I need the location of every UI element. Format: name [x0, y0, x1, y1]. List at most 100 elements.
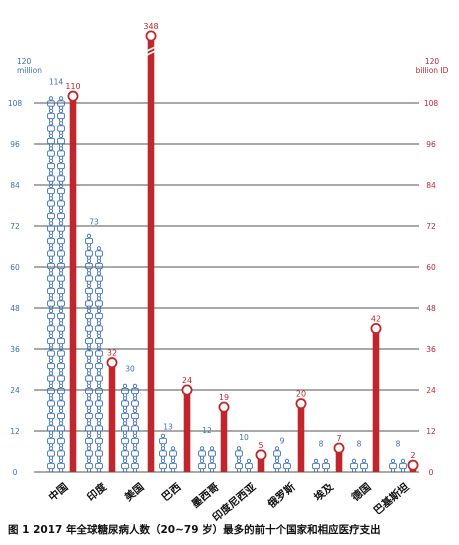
- person-icon: [85, 246, 93, 259]
- person-icon: [47, 233, 55, 247]
- person-icon: [85, 383, 93, 397]
- people-value-label: 30: [125, 365, 135, 374]
- person-icon: [47, 221, 55, 234]
- axis-break-mark: [144, 45, 158, 53]
- person-icon: [47, 446, 55, 459]
- category-label: 埃及: [311, 480, 336, 504]
- person-icon: [57, 346, 65, 359]
- spending-bar: [147, 36, 155, 472]
- person-icon: [131, 396, 139, 409]
- person-icon: [57, 121, 65, 134]
- spending-value-label: 24: [182, 376, 192, 385]
- people-value-label: 12: [202, 426, 212, 435]
- person-icon: [47, 296, 55, 309]
- people-value-label: 10: [239, 433, 249, 442]
- person-icon: [57, 171, 65, 184]
- person-icon: [95, 271, 103, 284]
- person-icon: [47, 333, 55, 347]
- spending-bar: [335, 448, 343, 472]
- person-icon: [57, 258, 65, 272]
- person-icon: [47, 258, 55, 272]
- people-value-label: 8: [357, 440, 362, 449]
- person-icon: [47, 158, 55, 172]
- person-icon: [131, 383, 139, 397]
- person-icon: [47, 121, 55, 134]
- person-icon: [47, 133, 55, 147]
- y-tick-label-right: 12: [426, 427, 436, 436]
- spending-value-label: 2: [410, 451, 415, 460]
- y-tick-label-left: 0: [13, 468, 18, 477]
- person-icon: [57, 183, 65, 197]
- person-icon: [47, 383, 55, 397]
- y-tick-label-right: 48: [426, 304, 436, 313]
- people-value-label: 114: [49, 78, 64, 87]
- person-icon: [57, 283, 65, 297]
- person-icon: [47, 283, 55, 297]
- person-icon: [57, 233, 65, 247]
- person-icon: [47, 421, 55, 434]
- person-icon: [47, 371, 55, 384]
- spending-pin-head: [67, 90, 79, 102]
- spending-bar: [183, 390, 191, 472]
- person-icon: [85, 433, 93, 447]
- person-icon: [95, 346, 103, 359]
- person-icon: [322, 458, 330, 472]
- spending-pin-head: [407, 459, 419, 471]
- person-icon: [85, 283, 93, 297]
- person-icon: [57, 421, 65, 434]
- person-icon: [57, 246, 65, 259]
- y-axis-label-right: 120 billion ID: [416, 57, 449, 75]
- y-tick-label-left: 72: [10, 222, 20, 231]
- category-label: 巴基斯坦: [371, 480, 412, 517]
- people-value-label: 8: [396, 440, 401, 449]
- y-tick-label-left: 60: [10, 263, 20, 272]
- person-icon: [159, 458, 167, 472]
- person-icon: [85, 408, 93, 422]
- person-icon: [85, 296, 93, 309]
- person-icon: [235, 446, 243, 459]
- person-icon: [85, 421, 93, 434]
- person-icon: [85, 346, 93, 359]
- spending-series: [67, 30, 419, 473]
- person-icon: [95, 371, 103, 384]
- category-label: 印度: [84, 480, 109, 504]
- y-tick-label-right: 108: [424, 99, 439, 108]
- person-icon: [57, 333, 65, 347]
- spending-value-label: 32: [107, 349, 117, 358]
- person-icon: [85, 233, 93, 247]
- person-icon: [57, 296, 65, 309]
- y-tick-label-right: 36: [426, 345, 436, 354]
- spending-pin-head: [218, 401, 230, 413]
- y-tick-label-left: 84: [10, 181, 20, 190]
- spending-bar: [257, 454, 265, 472]
- person-icon: [85, 271, 93, 284]
- spending-pin-head: [255, 449, 267, 461]
- person-icon: [57, 221, 65, 234]
- person-icon: [47, 433, 55, 447]
- person-icon: [47, 308, 55, 322]
- person-icon: [169, 458, 177, 472]
- person-icon: [283, 458, 291, 472]
- people-value-label: 73: [89, 218, 99, 227]
- category-label: 墨西哥: [190, 481, 222, 511]
- y-tick-label-right: 24: [426, 386, 436, 395]
- person-icon: [131, 446, 139, 459]
- y-tick-label-right: 96: [426, 140, 436, 149]
- person-icon: [121, 408, 129, 422]
- person-icon: [121, 383, 129, 397]
- person-icon: [95, 421, 103, 434]
- person-icon: [95, 296, 103, 309]
- person-icon: [95, 396, 103, 409]
- spending-value-label: 20: [296, 390, 306, 399]
- person-icon: [121, 433, 129, 447]
- figure-caption: 图 1 2017 年全球糖尿病人数（20~79 岁）最多的前十个国家和相应医疗支…: [8, 524, 381, 536]
- spending-bar: [297, 403, 305, 472]
- person-icon: [57, 146, 65, 159]
- person-icon: [47, 196, 55, 209]
- y-tick-label-left: 96: [10, 140, 20, 149]
- person-icon: [121, 421, 129, 434]
- y-tick-label-left: 24: [10, 386, 20, 395]
- category-label: 美国: [122, 480, 146, 503]
- people-value-label: 8: [319, 440, 324, 449]
- category-label: 德国: [348, 480, 373, 504]
